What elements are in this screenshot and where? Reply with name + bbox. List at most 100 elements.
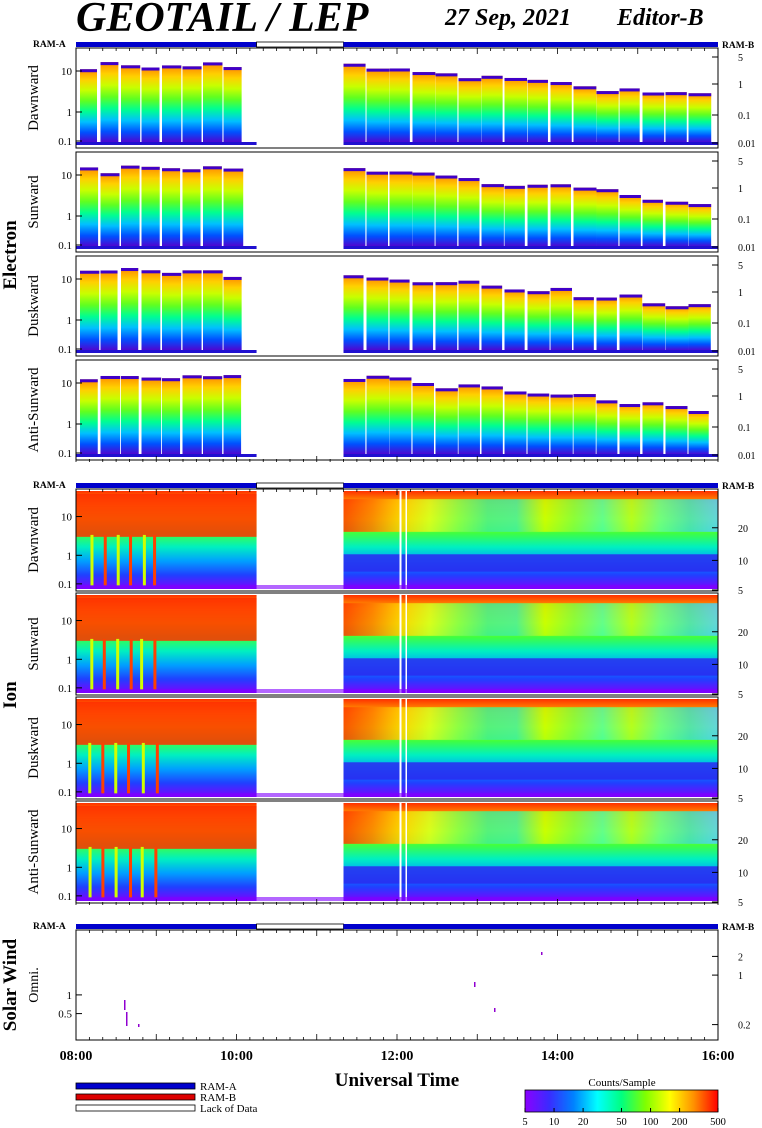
electron-flux-block [665,406,688,455]
legend-label: Lack of Data [200,1103,258,1115]
ion-core [76,702,257,745]
electron-flux-block [527,291,550,351]
solar-wind-mode-ram-a [76,924,257,929]
electron-flux-block [504,77,528,143]
ion-streak [129,638,133,690]
electron-flux-block [481,184,504,247]
electron-flux-edge [550,82,572,86]
electron-ram-b-label: RAM-B [722,41,755,51]
electron-flux-edge [504,185,525,189]
y2-tick-label: 10 [738,764,748,775]
ion-data-dropout [399,595,402,693]
electron-flux-edge [596,189,619,193]
electron-flux-block [688,304,711,351]
electron-panel-0: Dawnward 10 1 0.1 5 1 0.1 0.01 [26,47,756,150]
ion-panel-3: Anti-Sunward 10 1 0.1 20 10 5 [26,800,748,909]
electron-flux-block [366,375,390,455]
y2-tick-label: 0.01 [738,139,756,150]
y2-tick-label: 20 [738,524,748,535]
ion-data-dropout [399,491,402,589]
electron-flux-block [642,92,665,143]
ion-low-band [343,866,718,884]
electron-flux-block [80,270,100,351]
electron-flux-block [366,68,390,143]
y-tick-label: 0.1 [58,136,72,148]
electron-flux-edge [182,169,201,173]
ion-mode-ram-a [343,483,718,488]
y-tick-label: 0.1 [58,787,72,799]
y-tick-label: 10 [61,66,73,78]
y2-tick-label: 5 [738,586,743,597]
solar-wind-ram-a-label: RAM-A [33,922,66,932]
electron-flux-block [550,82,572,143]
electron-flux-edge [688,204,712,208]
electron-panel-1: Sunward 10 1 0.1 5 1 0.1 0.01 [26,151,756,254]
electron-flux-edge [366,68,390,72]
ion-streak [129,846,133,898]
panel-label: Anti-Sunward [26,809,42,894]
electron-flux-edge [182,66,202,70]
panel-frame [75,255,719,357]
electron-flux-edge [665,92,687,96]
ion-data-dropout [405,803,407,901]
ion-data-dropout [399,699,402,797]
electron-flux-edge [458,384,480,388]
electron-floor [343,246,718,249]
y-tick-label: 1 [67,550,73,562]
y-tick-label: 0.1 [58,344,72,356]
electron-flux-block [412,72,436,143]
y-tick-label: 10 [61,616,73,628]
electron-flux-edge [688,304,711,308]
solar-wind-group-label: Solar Wind [0,938,21,1031]
electron-flux-block [412,172,435,247]
y-tick-label: 0.1 [58,240,72,252]
electron-flux-block [162,168,181,247]
electron-flux-block [389,279,410,351]
electron-flux-edge [412,282,434,286]
y2-tick-label: 10 [738,868,748,879]
electron-flux-edge [481,184,504,188]
electron-flux-block [504,391,527,455]
electron-flux-block [458,280,480,351]
ion-streak [155,742,159,794]
electron-flux-edge [162,65,182,69]
electron-flux-edge [665,201,689,205]
electron-flux-block [203,270,223,351]
electron-flux-edge [366,171,389,175]
y2-tick-label: 20 [738,628,748,639]
electron-flux-edge [619,88,640,92]
electron-flux-edge [100,375,121,379]
solar-wind-mode-ram-a [343,924,718,929]
electron-flux-edge [80,69,98,73]
y-tick-label: 10 [61,720,73,732]
electron-flux-edge [121,268,139,272]
electron-flux-block [688,410,709,455]
electron-floor [343,454,718,457]
electron-flux-edge [412,72,436,76]
electron-flux-edge [527,79,548,83]
date-label: 27 Sep, 2021 [445,5,571,31]
ion-streak [101,846,105,898]
x-tick-label: 08:00 [60,1049,93,1064]
y-tick-label: 1 [67,990,73,1002]
solar-wind-point [494,1008,496,1012]
panel-label: Sunward [26,617,42,671]
electron-floor [76,454,257,457]
electron-flux-block [665,306,689,351]
y2-tick-label: 5 [738,690,743,701]
electron-flux-block [162,272,182,351]
electron-flux-block [642,303,666,351]
electron-flux-block [412,383,434,455]
y2-tick-label: 0.01 [738,451,756,462]
electron-mode-gap [256,41,344,48]
legend-label: RAM-B [200,1092,236,1104]
ion-floor [76,793,718,797]
y-tick-label: 10 [61,170,73,182]
electron-flux-edge [343,275,364,279]
page-title: GEOTAIL / LEP [76,0,369,41]
electron-flux-block [141,270,161,351]
electron-flux-edge [596,297,617,301]
electron-flux-block [642,199,663,247]
ion-streak [141,742,145,794]
ion-streak [88,846,92,898]
